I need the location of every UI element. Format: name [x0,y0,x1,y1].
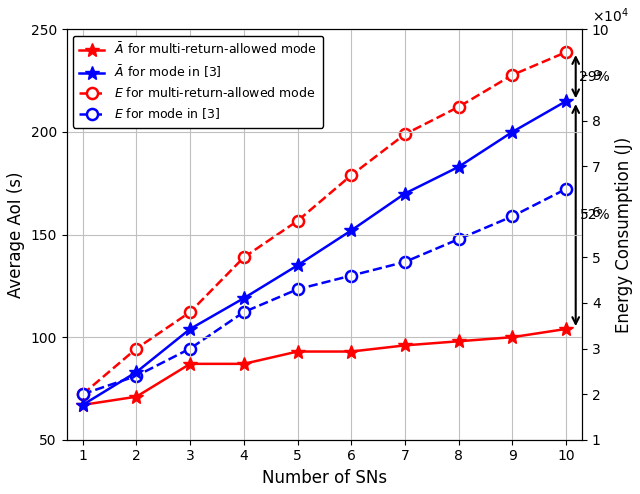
Line: $E$ for multi-return-allowed mode: $E$ for multi-return-allowed mode [77,46,572,400]
Y-axis label: Average AoI (s): Average AoI (s) [7,171,25,298]
X-axis label: Number of SNs: Number of SNs [262,469,387,487]
Legend: $\bar{A}$ for multi-return-allowed mode, $\bar{A}$ for mode in [3], $E$ for mult: $\bar{A}$ for multi-return-allowed mode,… [73,36,323,128]
$E$ for multi-return-allowed mode [348,172,355,178]
$E$ for mode in [3] [348,273,355,279]
$\bar{A}$ for multi-return-allowed mode [294,349,301,355]
$\bar{A}$ for multi-return-allowed mode [132,394,140,400]
$E$ for multi-return-allowed mode [562,49,570,55]
$E$ for multi-return-allowed mode [509,72,516,78]
$E$ for multi-return-allowed mode [294,218,301,224]
$\bar{A}$ for multi-return-allowed mode [562,326,570,332]
$\bar{A}$ for mode in [3] [240,295,248,301]
$E$ for mode in [3] [509,213,516,219]
$\bar{A}$ for multi-return-allowed mode [509,334,516,340]
$\bar{A}$ for multi-return-allowed mode [401,342,409,348]
$E$ for multi-return-allowed mode [79,391,86,397]
Line: $E$ for mode in [3]: $E$ for mode in [3] [77,183,572,400]
Text: $\times10^4$: $\times10^4$ [593,6,630,25]
$\bar{A}$ for mode in [3] [294,262,301,268]
$\bar{A}$ for multi-return-allowed mode [79,402,86,408]
$E$ for multi-return-allowed mode [401,131,409,137]
$\bar{A}$ for mode in [3] [562,98,570,104]
$E$ for multi-return-allowed mode [132,346,140,352]
$\bar{A}$ for mode in [3] [455,164,463,170]
$\bar{A}$ for multi-return-allowed mode [348,349,355,355]
$\bar{A}$ for multi-return-allowed mode [455,338,463,344]
$E$ for mode in [3] [240,309,248,315]
$\bar{A}$ for mode in [3] [348,228,355,234]
$E$ for multi-return-allowed mode [240,254,248,260]
$E$ for multi-return-allowed mode [186,309,194,315]
Text: 52%: 52% [579,208,610,222]
$E$ for mode in [3] [455,236,463,242]
Text: 29%: 29% [579,70,610,83]
$E$ for multi-return-allowed mode [455,104,463,110]
Y-axis label: Energy Consumption (J): Energy Consumption (J) [615,136,633,332]
Line: $\bar{A}$ for multi-return-allowed mode: $\bar{A}$ for multi-return-allowed mode [76,322,573,412]
$E$ for mode in [3] [132,373,140,379]
$\bar{A}$ for multi-return-allowed mode [240,361,248,367]
$E$ for mode in [3] [294,287,301,292]
$\bar{A}$ for mode in [3] [509,129,516,135]
$E$ for mode in [3] [186,346,194,352]
$\bar{A}$ for multi-return-allowed mode [186,361,194,367]
$\bar{A}$ for mode in [3] [186,326,194,332]
$E$ for mode in [3] [562,186,570,192]
Line: $\bar{A}$ for mode in [3]: $\bar{A}$ for mode in [3] [76,94,573,412]
$\bar{A}$ for mode in [3] [132,369,140,375]
$\bar{A}$ for mode in [3] [79,402,86,408]
$E$ for mode in [3] [79,391,86,397]
$\bar{A}$ for mode in [3] [401,191,409,197]
$E$ for mode in [3] [401,259,409,265]
